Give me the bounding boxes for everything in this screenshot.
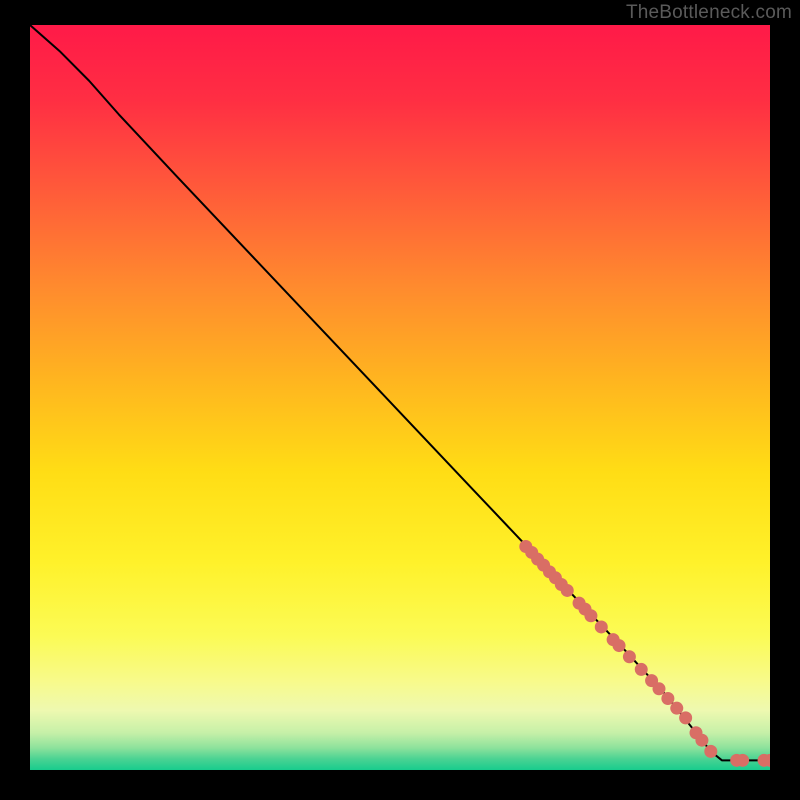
chart-svg — [30, 25, 770, 770]
data-marker — [635, 663, 648, 676]
data-marker — [736, 754, 749, 767]
data-marker — [584, 609, 597, 622]
chart-plot-area — [30, 25, 770, 770]
data-marker — [704, 745, 717, 758]
data-marker — [679, 711, 692, 724]
data-marker — [561, 584, 574, 597]
data-marker — [661, 692, 674, 705]
attribution-text: TheBottleneck.com — [626, 2, 792, 24]
data-marker — [695, 734, 708, 747]
data-marker — [613, 639, 626, 652]
data-marker — [595, 620, 608, 633]
data-marker — [670, 702, 683, 715]
data-marker — [623, 650, 636, 663]
data-marker — [653, 682, 666, 695]
